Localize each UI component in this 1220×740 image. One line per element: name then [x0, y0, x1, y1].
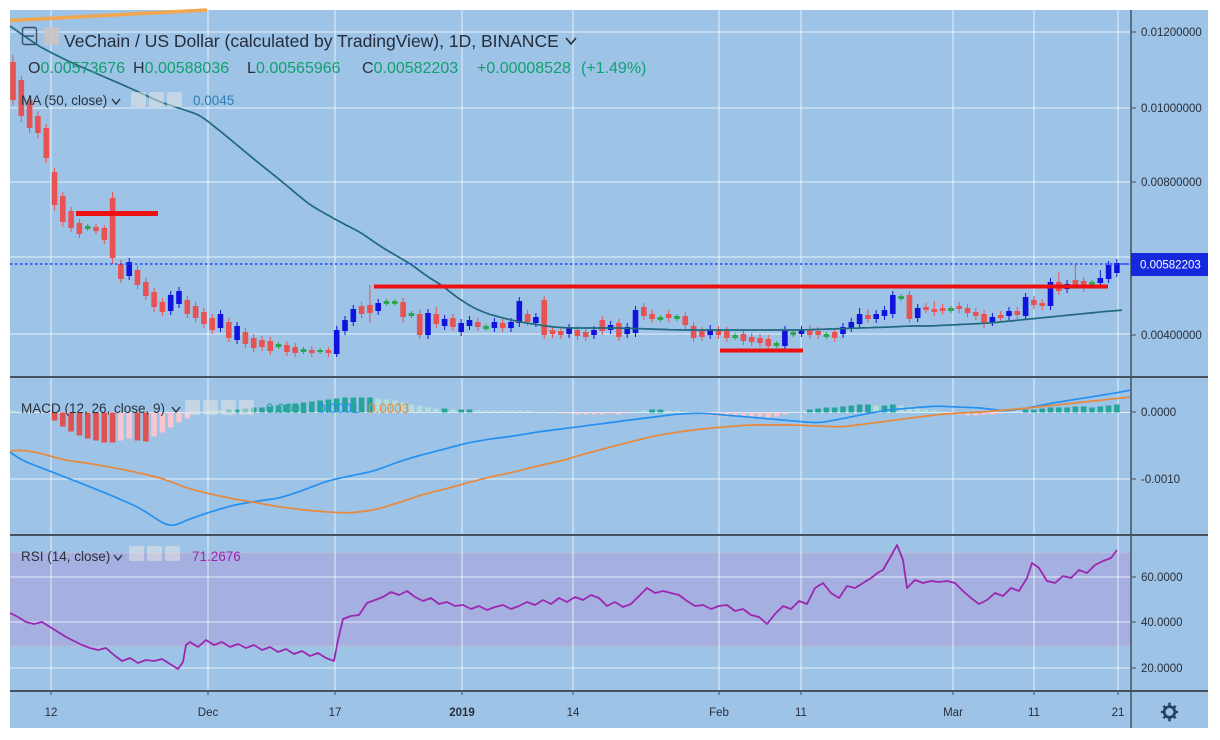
svg-text:0.0000: 0.0000 — [1141, 407, 1176, 419]
svg-text:MA (50, close): MA (50, close) — [21, 93, 107, 108]
svg-text:21: 21 — [1112, 707, 1125, 719]
svg-text:C: C — [362, 60, 374, 77]
svg-text:0.00573676: 0.00573676 — [41, 60, 126, 77]
svg-text:(+1.49%): (+1.49%) — [581, 60, 646, 77]
svg-text:-0.0010: -0.0010 — [1141, 474, 1180, 486]
svg-text:VeChain / US Dollar (calculate: VeChain / US Dollar (calculated by Tradi… — [64, 31, 559, 51]
svg-text:0.00582203: 0.00582203 — [374, 60, 459, 77]
svg-text:MACD (12, 26, close, 9): MACD (12, 26, close, 9) — [21, 401, 165, 416]
svg-text:L: L — [247, 60, 256, 77]
svg-text:0.00565966: 0.00565966 — [256, 60, 341, 77]
svg-text:0.01000000: 0.01000000 — [1141, 103, 1202, 115]
svg-text:20.0000: 20.0000 — [1141, 663, 1183, 675]
svg-text:Feb: Feb — [709, 707, 729, 719]
svg-text:71.2676: 71.2676 — [192, 549, 241, 564]
svg-text:0.00400000: 0.00400000 — [1141, 330, 1202, 342]
svg-text:+0.00008528: +0.00008528 — [477, 60, 571, 77]
svg-text:0.0001: 0.0001 — [266, 401, 307, 416]
svg-text:12: 12 — [45, 707, 58, 719]
svg-text:17: 17 — [329, 707, 342, 719]
svg-text:0.00800000: 0.00800000 — [1141, 177, 1202, 189]
svg-text:0.0001: 0.0001 — [318, 401, 359, 416]
svg-text:O: O — [28, 60, 40, 77]
svg-text:0.0045: 0.0045 — [193, 93, 234, 108]
svg-text:40.0000: 40.0000 — [1141, 617, 1183, 629]
svg-text:60.0000: 60.0000 — [1141, 572, 1183, 584]
svg-text:11: 11 — [795, 707, 807, 719]
svg-text:RSI (14, close): RSI (14, close) — [21, 549, 110, 564]
svg-text:Dec: Dec — [198, 707, 219, 719]
svg-text:0.00582203: 0.00582203 — [1140, 260, 1201, 272]
svg-text:11: 11 — [1028, 707, 1040, 719]
svg-text:0.00588036: 0.00588036 — [145, 60, 230, 77]
svg-text:Mar: Mar — [943, 707, 963, 719]
svg-text:H: H — [133, 60, 145, 77]
svg-text:0.01200000: 0.01200000 — [1141, 27, 1202, 39]
svg-text:0.0003: 0.0003 — [368, 401, 409, 416]
svg-text:2019: 2019 — [449, 707, 475, 719]
svg-text:14: 14 — [567, 707, 580, 719]
